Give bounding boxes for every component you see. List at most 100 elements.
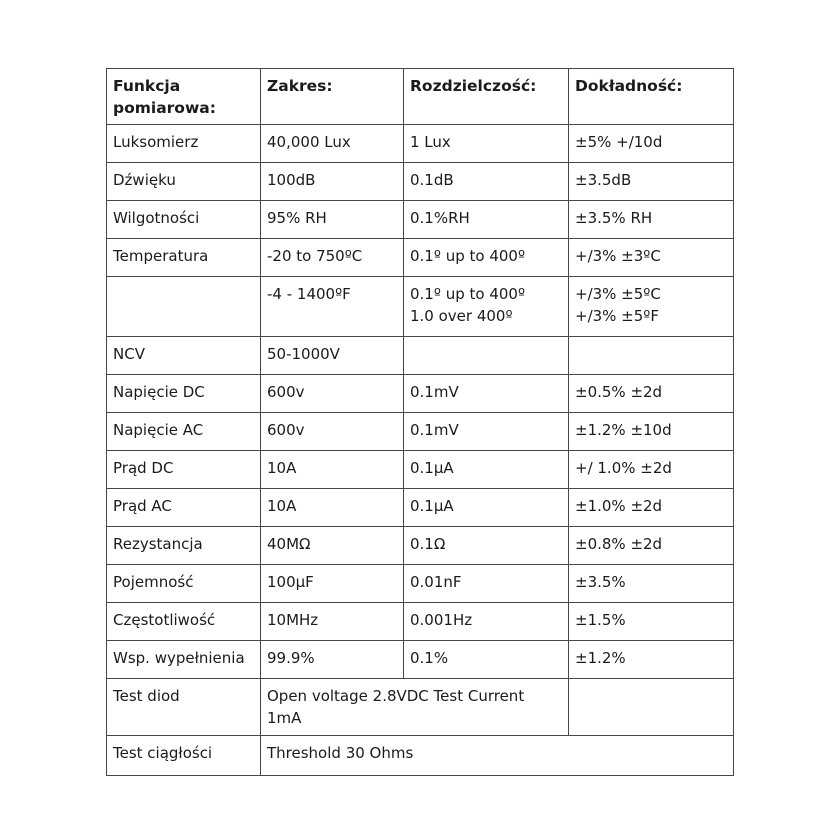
table-cell: NCV: [106, 336, 261, 375]
cell-text: ±3.5dB: [575, 171, 632, 189]
table-cell: Test diod: [106, 678, 261, 736]
cell-text: +/3% ±3ºC: [575, 247, 661, 265]
cell-text: Open voltage 2.8VDC Test Current: [267, 687, 525, 705]
cell-text: ±0.8% ±2d: [575, 535, 663, 553]
table-row: Prąd DC 10A 0.1µA +/ 1.0% ±2d: [106, 450, 734, 489]
table-cell: Test ciągłości: [106, 735, 261, 776]
table-cell: +/ 1.0% ±2d: [568, 450, 734, 489]
table-cell: ±3.5dB: [568, 162, 734, 201]
cell-text: +/3% ±5ºC: [575, 285, 661, 303]
table-cell: 1 Lux: [403, 124, 569, 163]
table-row: Luksomierz 40,000 Lux 1 Lux ±5% +/10d: [106, 124, 734, 163]
table-row: Napięcie DC 600v 0.1mV ±0.5% ±2d: [106, 374, 734, 413]
cell-text: 50-1000V: [267, 345, 340, 363]
cell-text: Dokładność:: [575, 77, 683, 95]
table-cell: Pojemność: [106, 564, 261, 603]
table-cell: +/3% ±3ºC: [568, 238, 734, 277]
table-cell: 0.1dB: [403, 162, 569, 201]
cell-text: 600v: [267, 421, 305, 439]
table-row: Napięcie AC 600v 0.1mV ±1.2% ±10d: [106, 412, 734, 451]
cell-text: 600v: [267, 383, 305, 401]
table-cell: [106, 276, 261, 337]
cell-text: NCV: [113, 345, 145, 363]
cell-text: Częstotliwość: [113, 611, 216, 629]
cell-text: ±1.2% ±10d: [575, 421, 672, 439]
cell-text: 0.1%: [410, 649, 449, 667]
cell-text: -20 to 750ºC: [267, 247, 363, 265]
table-cell: 600v: [260, 412, 404, 451]
table-row: Dźwięku 100dB 0.1dB ±3.5dB: [106, 162, 734, 201]
cell-text: 0.1Ω: [410, 535, 446, 553]
cell-text: ±1.5%: [575, 611, 626, 629]
table-row: NCV 50-1000V: [106, 336, 734, 375]
cell-text: Temperatura: [113, 247, 209, 265]
table-cell: ±0.5% ±2d: [568, 374, 734, 413]
table-cell: +/3% ±5ºC +/3% ±5ºF: [568, 276, 734, 337]
table-row: Prąd AC 10A 0.1µA ±1.0% ±2d: [106, 488, 734, 527]
spec-table-head: Funkcja pomiarowa: Zakres: Rozdzielczość: Do…: [106, 68, 734, 125]
cell-text: ±5% +/10d: [575, 133, 663, 151]
cell-text: +/3% ±5ºF: [575, 307, 659, 325]
cell-text: -4 - 1400ºF: [267, 285, 351, 303]
table-cell: Prąd AC: [106, 488, 261, 527]
cell-text: 10A: [267, 459, 297, 477]
cell-text: Napięcie AC: [113, 421, 204, 439]
cell-text: pomiarowa:: [113, 99, 216, 117]
table-row: Częstotliwość 10MHz 0.001Hz ±1.5%: [106, 602, 734, 641]
spec-table: Funkcja pomiarowa: Zakres: Rozdzielczość: Do…: [106, 68, 734, 776]
table-cell: 100µF: [260, 564, 404, 603]
cell-text: 10A: [267, 497, 297, 515]
table-cell: Częstotliwość: [106, 602, 261, 641]
table-cell: 40,000 Lux: [260, 124, 404, 163]
cell-text: 95% RH: [267, 209, 327, 227]
cell-text: 0.1mV: [410, 383, 459, 401]
cell-text: 0.01nF: [410, 573, 462, 591]
table-cell: Rezystancja: [106, 526, 261, 565]
table-cell: Prąd DC: [106, 450, 261, 489]
table-cell: 0.1%: [403, 640, 569, 679]
table-cell: 0.1Ω: [403, 526, 569, 565]
table-cell: Open voltage 2.8VDC Test Current 1mA: [260, 678, 569, 736]
cell-text: ±3.5%: [575, 573, 626, 591]
cell-text: 10MHz: [267, 611, 319, 629]
table-cell: 600v: [260, 374, 404, 413]
header-cell: Zakres:: [260, 68, 404, 125]
table-cell: Wilgotności: [106, 200, 261, 239]
table-cell: Luksomierz: [106, 124, 261, 163]
cell-text: Luksomierz: [113, 133, 199, 151]
table-row: Wilgotności 95% RH 0.1%RH ±3.5% RH: [106, 200, 734, 239]
table-row: Pojemność 100µF 0.01nF ±3.5%: [106, 564, 734, 603]
cell-text: ±1.2%: [575, 649, 626, 667]
table-row: Test ciągłości Threshold 30 Ohms: [106, 735, 734, 776]
cell-text: Prąd AC: [113, 497, 172, 515]
table-cell: 10A: [260, 488, 404, 527]
table-cell: ±1.2% ±10d: [568, 412, 734, 451]
table-cell: 0.1%RH: [403, 200, 569, 239]
cell-text: ±1.0% ±2d: [575, 497, 663, 515]
table-cell: Dźwięku: [106, 162, 261, 201]
table-cell: 0.1º up to 400º: [403, 238, 569, 277]
table-cell: [568, 678, 734, 736]
cell-text: ±3.5% RH: [575, 209, 653, 227]
cell-text: Test ciągłości: [113, 744, 213, 762]
table-cell: 0.001Hz: [403, 602, 569, 641]
cell-text: ±0.5% ±2d: [575, 383, 663, 401]
table-cell: Threshold 30 Ohms: [260, 735, 734, 776]
cell-text: Zakres:: [267, 77, 333, 95]
table-cell: 0.1º up to 400º 1.0 over 400º: [403, 276, 569, 337]
cell-text: 1mA: [267, 709, 302, 727]
table-cell: 0.1mV: [403, 412, 569, 451]
table-row: Temperatura -20 to 750ºC 0.1º up to 400º +/…: [106, 238, 734, 277]
table-cell: -20 to 750ºC: [260, 238, 404, 277]
cell-text: Rozdzielczość:: [410, 77, 537, 95]
table-cell: Napięcie DC: [106, 374, 261, 413]
table-cell: 50-1000V: [260, 336, 404, 375]
cell-text: 0.1dB: [410, 171, 454, 189]
table-cell: 0.1mV: [403, 374, 569, 413]
header-row: Funkcja pomiarowa: Zakres: Rozdzielczość: Do…: [106, 68, 734, 125]
header-cell: Funkcja pomiarowa:: [106, 68, 261, 125]
table-cell: Wsp. wypełnienia: [106, 640, 261, 679]
table-cell: 10A: [260, 450, 404, 489]
table-cell: 0.1µA: [403, 450, 569, 489]
